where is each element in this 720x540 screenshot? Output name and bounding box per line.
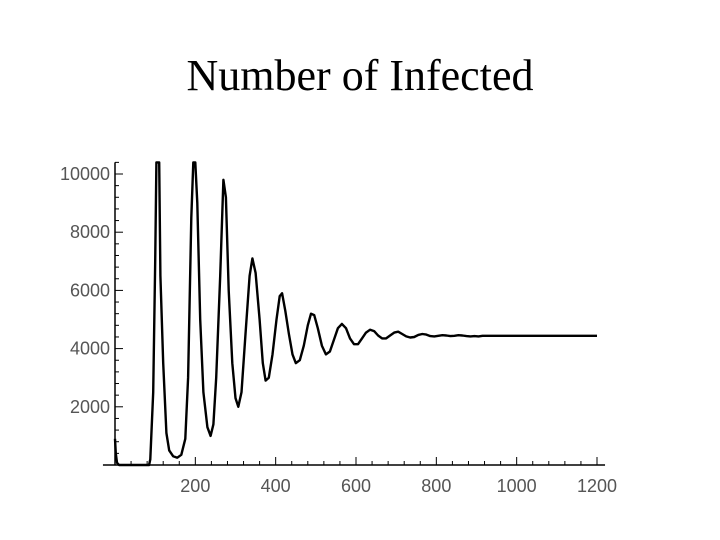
axes (102, 162, 606, 466)
series-line-0 (113, 161, 597, 467)
x-tick-label: 1200 (577, 476, 617, 496)
x-tick-label: 800 (421, 476, 451, 496)
chart-title: Number of Infected (186, 51, 534, 100)
x-tick-label: 600 (341, 476, 371, 496)
y-tick-label: 6000 (70, 280, 110, 300)
y-tick-label: 4000 (70, 339, 110, 359)
x-tick-label: 200 (180, 476, 210, 496)
y-tick-label: 2000 (70, 397, 110, 417)
series-lines (113, 161, 597, 467)
tick-labels: 200 400 600 800 1000 1200 2000 4000 6000 8000 1000… (60, 164, 617, 496)
y-tick-label: 10000 (60, 164, 110, 184)
x-tick-label: 400 (261, 476, 291, 496)
x-tick-label: 1000 (497, 476, 537, 496)
y-tick-label: 8000 (70, 222, 110, 242)
